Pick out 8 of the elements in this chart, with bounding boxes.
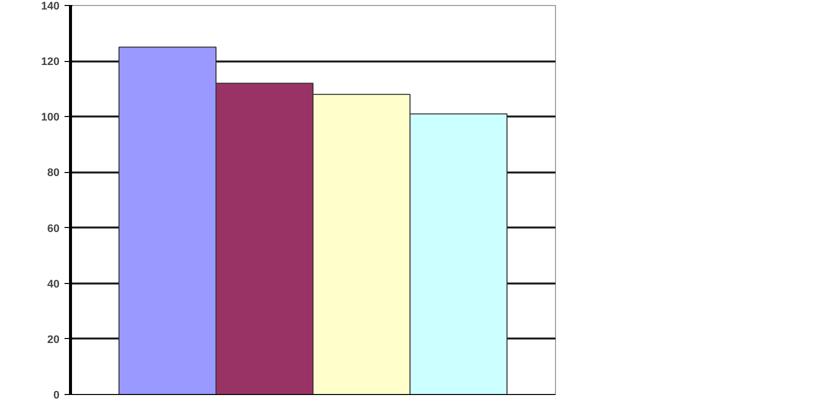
y-tick-label: 120	[41, 56, 60, 68]
y-tick-label: 140	[41, 0, 60, 12]
y-tick-label: 20	[47, 334, 60, 346]
y-tick-label: 60	[47, 222, 60, 235]
y-tick-label: 0	[53, 390, 60, 402]
y-tick-label: 100	[41, 112, 60, 124]
y-tick-label: 40	[47, 278, 60, 290]
y-tick-label: 80	[47, 167, 60, 180]
